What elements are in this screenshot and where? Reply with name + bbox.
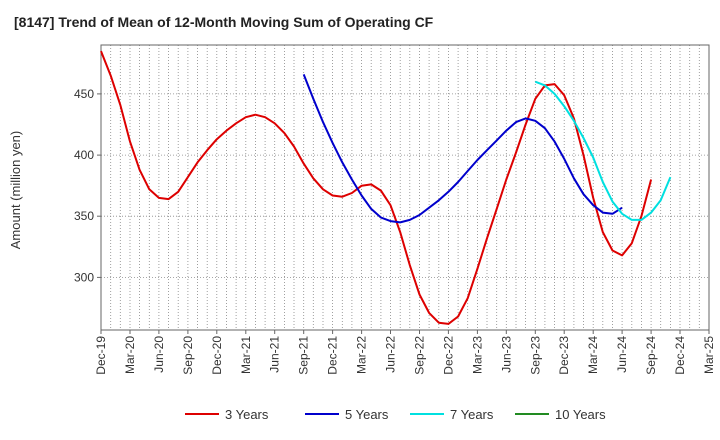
legend-label: 3 Years bbox=[225, 407, 269, 422]
y-tick-label: 300 bbox=[74, 270, 94, 284]
y-tick-label: 350 bbox=[74, 209, 94, 223]
x-tick-label: Jun-22 bbox=[384, 336, 398, 373]
x-tick-label: Jun-20 bbox=[152, 336, 166, 373]
y-tick-label: 400 bbox=[74, 148, 94, 162]
x-tick-label: Dec-19 bbox=[94, 336, 108, 375]
x-tick-label: Jun-21 bbox=[268, 336, 282, 373]
chart-title: [8147] Trend of Mean of 12-Month Moving … bbox=[14, 14, 434, 30]
series-line-5-years bbox=[302, 74, 623, 224]
x-tick-label: Dec-20 bbox=[210, 336, 224, 375]
x-tick-label: Jun-24 bbox=[615, 336, 629, 373]
x-tick-label: Sep-24 bbox=[644, 336, 658, 375]
y-axis-label: Amount (million yen) bbox=[8, 131, 23, 250]
legend: 3 Years 5 Years 7 Years 10 Years bbox=[185, 407, 606, 422]
x-tick-label: Mar-25 bbox=[702, 336, 716, 374]
x-tick-label: Dec-24 bbox=[673, 336, 687, 375]
x-tick-label: Jun-23 bbox=[499, 336, 513, 373]
x-tick-label: Sep-21 bbox=[297, 336, 311, 375]
x-tick-label: Dec-23 bbox=[557, 336, 571, 375]
x-tick-label: Sep-20 bbox=[181, 336, 195, 375]
x-tick-label: Mar-23 bbox=[470, 336, 484, 374]
grid-lines bbox=[101, 45, 709, 330]
legend-label: 10 Years bbox=[555, 407, 606, 422]
x-tick-label: Dec-22 bbox=[441, 336, 455, 375]
series-lines bbox=[100, 50, 672, 325]
plot-frame bbox=[100, 44, 710, 331]
x-tick-label: Mar-20 bbox=[123, 336, 137, 374]
series-line-3-years bbox=[100, 50, 653, 325]
legend-label: 7 Years bbox=[450, 407, 494, 422]
legend-label: 5 Years bbox=[345, 407, 389, 422]
x-tick-label: Dec-21 bbox=[326, 336, 340, 375]
x-tick-label: Sep-23 bbox=[528, 336, 542, 375]
x-axis: Dec-19 Mar-20 Jun-20 Sep-20 Dec-20 Mar-21 Jun-… bbox=[94, 330, 716, 375]
y-tick-label: 450 bbox=[74, 87, 94, 101]
series-line-7-years bbox=[534, 80, 672, 221]
x-tick-label: Mar-21 bbox=[239, 336, 253, 374]
y-axis: 300 350 400 450 bbox=[74, 87, 101, 284]
x-tick-label: Mar-24 bbox=[586, 336, 600, 374]
x-tick-label: Mar-22 bbox=[355, 336, 369, 374]
x-tick-label: Sep-22 bbox=[413, 336, 427, 375]
